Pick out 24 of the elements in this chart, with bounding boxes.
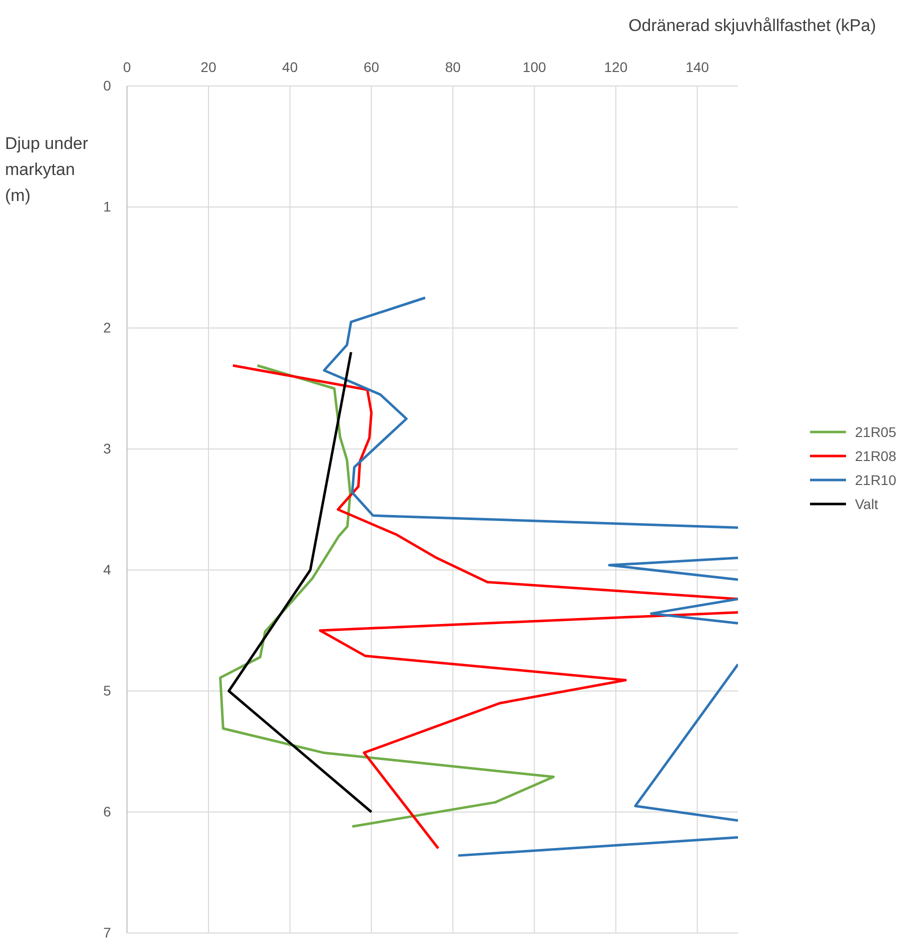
line-series (228, 350, 373, 814)
x-axis-title: Odränerad skjuvhållfasthet (kPa) (628, 16, 876, 35)
legend-label: 21R05 (855, 424, 896, 440)
x-tick-label: 20 (200, 59, 216, 75)
x-tick-label: 0 (123, 59, 132, 75)
legend-label: Valt (855, 496, 878, 512)
y-tick-label: 4 (103, 561, 112, 578)
y-tick-label: 6 (103, 803, 112, 820)
y-tick-label: 2 (103, 319, 112, 336)
legend-label: 21R08 (855, 448, 896, 464)
x-tick-label: 120 (604, 59, 628, 75)
y-tick-label: 1 (103, 198, 112, 214)
legend-label: 21R10 (855, 472, 896, 488)
y-tick-label: 5 (103, 682, 112, 698)
line-series (219, 364, 555, 828)
y-tick-label: 0 (103, 77, 112, 94)
x-tick-label: 40 (282, 59, 298, 75)
y-tick-label: 3 (103, 440, 112, 456)
y-axis-title: Djup under markytan (m) (5, 134, 89, 205)
x-tick-label: 100 (522, 59, 546, 75)
x-tick-label: 60 (364, 59, 380, 75)
x-tick-label: 140 (686, 59, 710, 75)
y-tick-label: 7 (103, 924, 112, 938)
x-tick-label: 80 (445, 59, 461, 75)
